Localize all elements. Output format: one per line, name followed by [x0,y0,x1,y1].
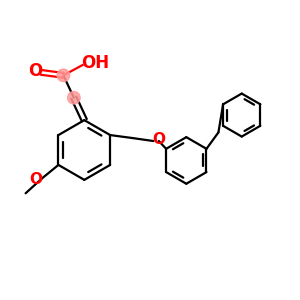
Text: O: O [28,62,42,80]
Circle shape [68,92,80,104]
Circle shape [57,69,70,82]
Text: O: O [152,132,165,147]
Text: OH: OH [81,54,110,72]
Text: O: O [29,172,43,188]
